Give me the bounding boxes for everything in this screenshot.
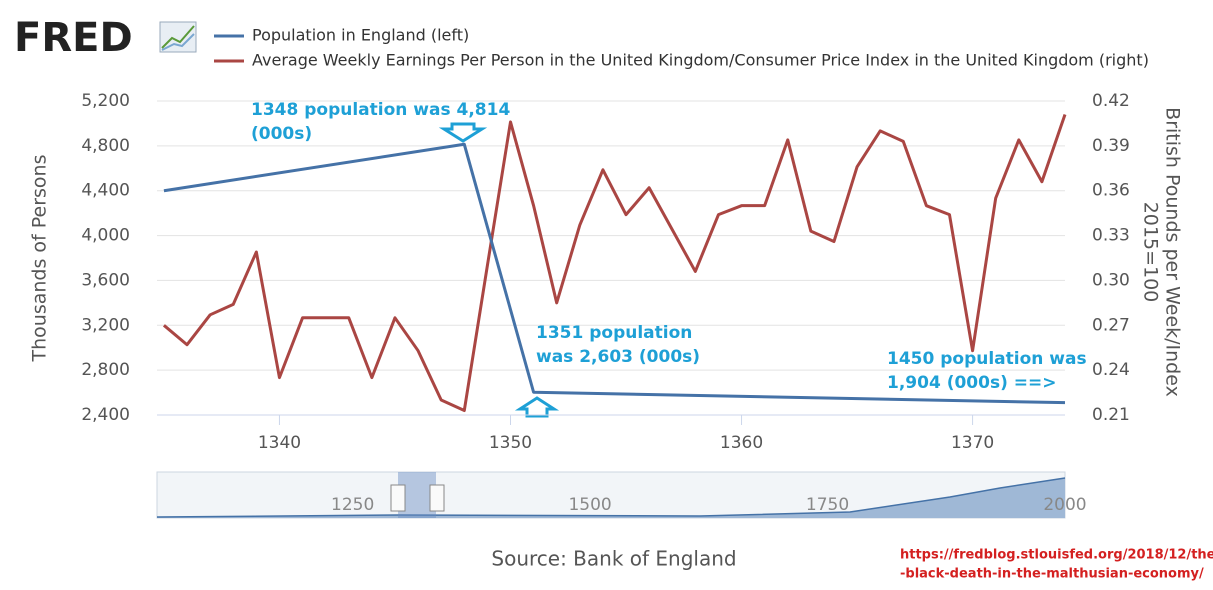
navigator-tick-label: 2000 (1043, 495, 1086, 515)
y2-tick-label: 0.24 (1092, 360, 1130, 380)
y-tick-label: 4,000 (81, 226, 130, 246)
annotation: 1,904 (000s) ==> (887, 373, 1057, 393)
url: https://fredblog.stlouisfed.org/2018/12/… (900, 548, 1213, 563)
navigator (156, 471, 1066, 519)
url: -black-death-in-the-malthusian-economy/ (900, 567, 1204, 582)
source: Source: Bank of England (491, 547, 736, 571)
x-tick-label: 1340 (258, 433, 301, 453)
series-line (163, 142, 1066, 405)
y-axis-label: Thousands of Persons (29, 155, 51, 363)
y2-tick-label: 0.33 (1092, 226, 1130, 246)
y2-tick-label: 0.36 (1092, 181, 1130, 201)
y-tick-label: 5,200 (81, 91, 130, 111)
y-tick-label: 3,200 (81, 315, 130, 335)
navigator-tick-label: 1250 (331, 495, 374, 515)
y-tick-label: 2,400 (81, 405, 130, 425)
logo: FRED (14, 15, 133, 61)
y2-axis-label: British Pounds per Week/Index (1162, 107, 1184, 397)
y-tick-label: 3,600 (81, 270, 130, 290)
series-line (162, 113, 1067, 413)
y2-tick-label: 0.42 (1092, 91, 1130, 111)
navigator-tick-label: 1500 (568, 495, 611, 515)
y2-tick-label: 0.39 (1092, 136, 1130, 156)
y2-axis-label: 2015=100 (1140, 202, 1162, 303)
logo-icon (159, 21, 197, 53)
x-tick-label: 1360 (720, 433, 763, 453)
legend-label: Population in England (left) (252, 26, 469, 45)
legend-label: Average Weekly Earnings Per Person in th… (252, 51, 1149, 70)
x-tick-label: 1350 (489, 433, 532, 453)
y-tick-label: 4,800 (81, 136, 130, 156)
y2-tick-label: 0.21 (1092, 405, 1130, 425)
y-tick-label: 2,800 (81, 360, 130, 380)
y2-tick-label: 0.27 (1092, 315, 1130, 335)
arrow-down (438, 122, 488, 143)
navigator-tick-label: 1750 (806, 495, 849, 515)
annotation: 1348 population was 4,814 (251, 100, 510, 120)
annotation: 1450 population was (887, 349, 1087, 369)
annotation: (000s) (251, 124, 312, 144)
x-tick-label: 1370 (951, 433, 994, 453)
annotation: 1351 population (536, 323, 692, 343)
y2-tick-label: 0.30 (1092, 270, 1130, 290)
annotation: was 2,603 (000s) (536, 347, 700, 367)
y-tick-label: 4,400 (81, 181, 130, 201)
